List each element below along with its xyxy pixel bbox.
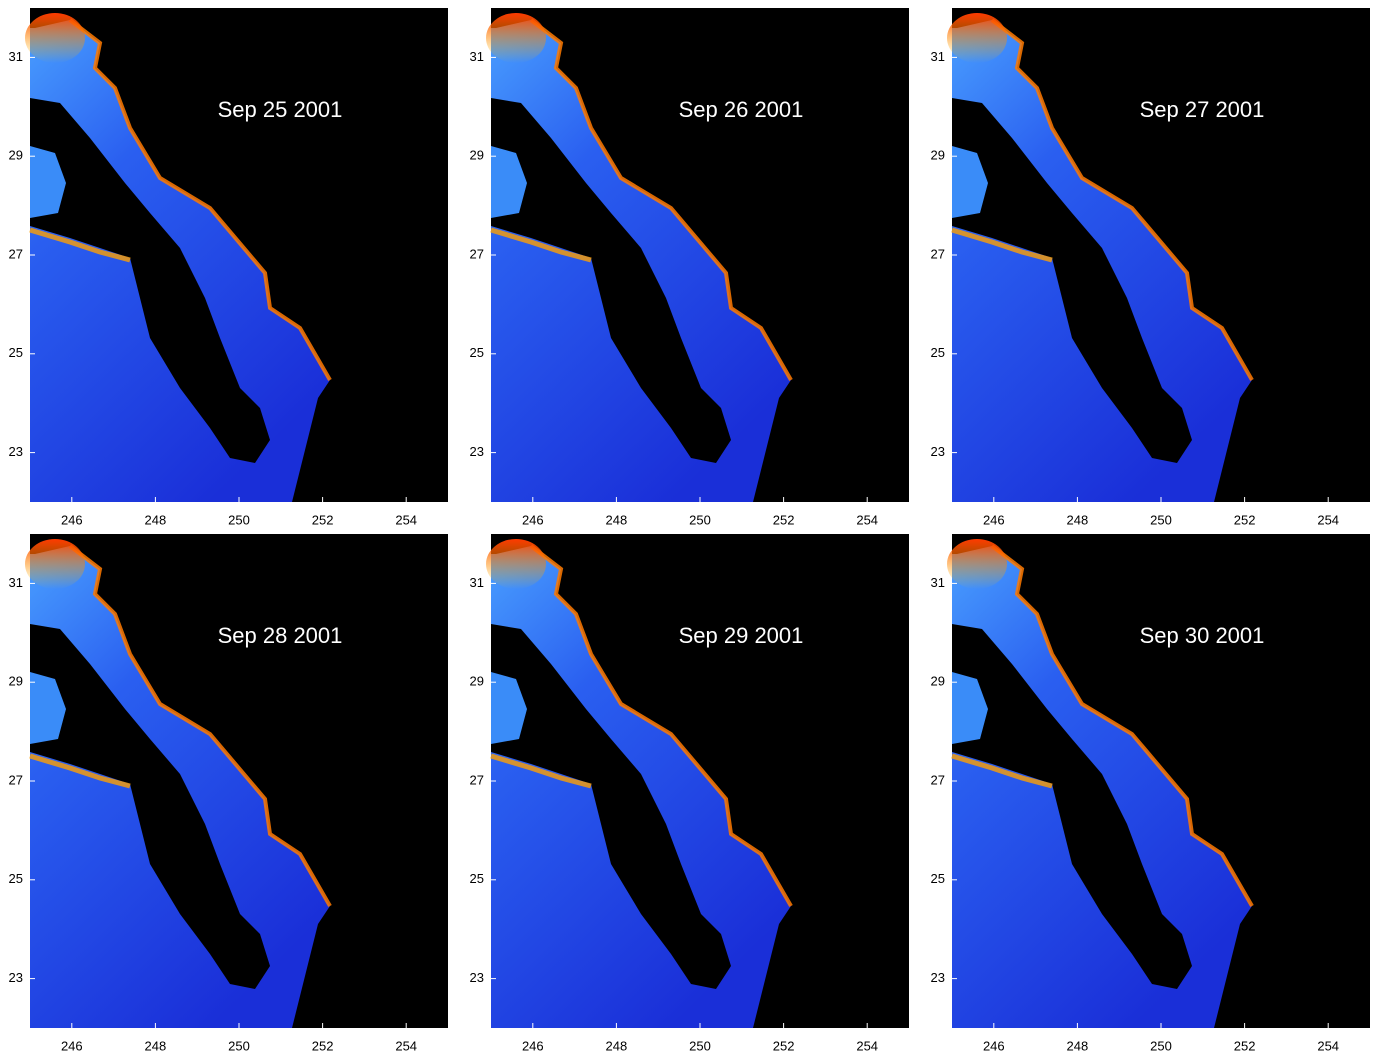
y-tick-label: 29 xyxy=(470,148,484,163)
figure: Sep 25 20012462482502522542325272931Sep … xyxy=(0,0,1374,1057)
y-tick-label: 23 xyxy=(931,444,945,459)
x-tick-label: 248 xyxy=(1067,1038,1089,1053)
y-tick-label: 31 xyxy=(9,575,23,590)
gulf-head xyxy=(25,539,85,589)
x-tick-label: 246 xyxy=(983,1038,1005,1053)
x-tick-label: 254 xyxy=(395,1038,417,1053)
x-tick-label: 246 xyxy=(522,1038,544,1053)
x-tick-label: 252 xyxy=(773,512,795,527)
y-tick-label: 23 xyxy=(9,444,23,459)
y-tick-label: 29 xyxy=(931,674,945,689)
x-tick-label: 254 xyxy=(1317,512,1339,527)
x-tick-label: 248 xyxy=(606,1038,628,1053)
y-tick-label: 29 xyxy=(9,674,23,689)
x-tick-label: 252 xyxy=(312,1038,334,1053)
x-tick-label: 248 xyxy=(606,512,628,527)
y-tick-label: 31 xyxy=(470,49,484,64)
x-tick-label: 252 xyxy=(1234,512,1256,527)
y-tick-label: 25 xyxy=(931,345,945,360)
y-tick-label: 27 xyxy=(9,772,23,787)
y-tick-label: 25 xyxy=(931,871,945,886)
x-tick-label: 246 xyxy=(522,512,544,527)
y-tick-label: 23 xyxy=(931,970,945,985)
y-tick-label: 23 xyxy=(470,444,484,459)
y-tick-label: 27 xyxy=(470,246,484,261)
x-tick-label: 250 xyxy=(1150,1038,1172,1053)
x-tick-label: 252 xyxy=(773,1038,795,1053)
x-tick-label: 246 xyxy=(983,512,1005,527)
y-tick-label: 29 xyxy=(9,148,23,163)
y-tick-label: 27 xyxy=(931,772,945,787)
y-tick-label: 31 xyxy=(931,575,945,590)
panel-title: Sep 29 2001 xyxy=(679,623,804,648)
y-tick-label: 31 xyxy=(470,575,484,590)
gulf-head xyxy=(947,13,1007,63)
y-tick-label: 23 xyxy=(470,970,484,985)
y-tick-label: 31 xyxy=(931,49,945,64)
map-panel: Sep 29 2001 246 248 250 252 254 23 25 27 29 31 xyxy=(470,534,909,1053)
x-tick-label: 250 xyxy=(689,512,711,527)
map-panel: Sep 26 2001 246 248 250 252 254 23 25 27 29 31 xyxy=(470,8,909,527)
y-tick-label: 27 xyxy=(9,246,23,261)
x-tick-label: 248 xyxy=(1067,512,1089,527)
gulf-head xyxy=(486,13,546,63)
y-tick-label: 27 xyxy=(470,772,484,787)
y-tick-label: 23 xyxy=(9,970,23,985)
y-tick-label: 27 xyxy=(931,246,945,261)
map-panel: Sep 27 2001 246 248 250 252 254 23 25 27 29 31 xyxy=(931,8,1370,527)
y-tick-label: 29 xyxy=(931,148,945,163)
y-tick-label: 25 xyxy=(9,871,23,886)
x-tick-label: 254 xyxy=(856,512,878,527)
map-panel: Sep 28 2001 246 248 250 252 254 23 25 27 29 31 xyxy=(9,534,448,1053)
x-tick-label: 250 xyxy=(228,512,250,527)
panel-title: Sep 30 2001 xyxy=(1140,623,1265,648)
x-tick-label: 248 xyxy=(145,1038,167,1053)
x-tick-label: 252 xyxy=(312,512,334,527)
y-tick-label: 25 xyxy=(470,871,484,886)
x-tick-label: 250 xyxy=(689,1038,711,1053)
map-panel: Sep 30 2001 246 248 250 252 254 23 25 27 29 31 xyxy=(931,534,1370,1053)
x-tick-label: 254 xyxy=(1317,1038,1339,1053)
gulf-head xyxy=(947,539,1007,589)
panel-title: Sep 25 2001 xyxy=(218,97,343,122)
y-tick-label: 25 xyxy=(9,345,23,360)
x-tick-label: 252 xyxy=(1234,1038,1256,1053)
panel-title: Sep 28 2001 xyxy=(218,623,343,648)
x-tick-label: 246 xyxy=(61,1038,83,1053)
x-tick-label: 248 xyxy=(145,512,167,527)
panel-title: Sep 27 2001 xyxy=(1140,97,1265,122)
gulf-head xyxy=(25,13,85,63)
y-tick-label: 29 xyxy=(470,674,484,689)
x-tick-label: 250 xyxy=(1150,512,1172,527)
x-tick-label: 254 xyxy=(395,512,417,527)
panel-title: Sep 26 2001 xyxy=(679,97,804,122)
y-tick-label: 31 xyxy=(9,49,23,64)
y-tick-label: 25 xyxy=(470,345,484,360)
x-tick-label: 250 xyxy=(228,1038,250,1053)
map-panel: Sep 25 2001 246 248 250 252 254 23 25 27 29 31 xyxy=(9,8,448,527)
x-tick-label: 254 xyxy=(856,1038,878,1053)
x-tick-label: 246 xyxy=(61,512,83,527)
gulf-head xyxy=(486,539,546,589)
